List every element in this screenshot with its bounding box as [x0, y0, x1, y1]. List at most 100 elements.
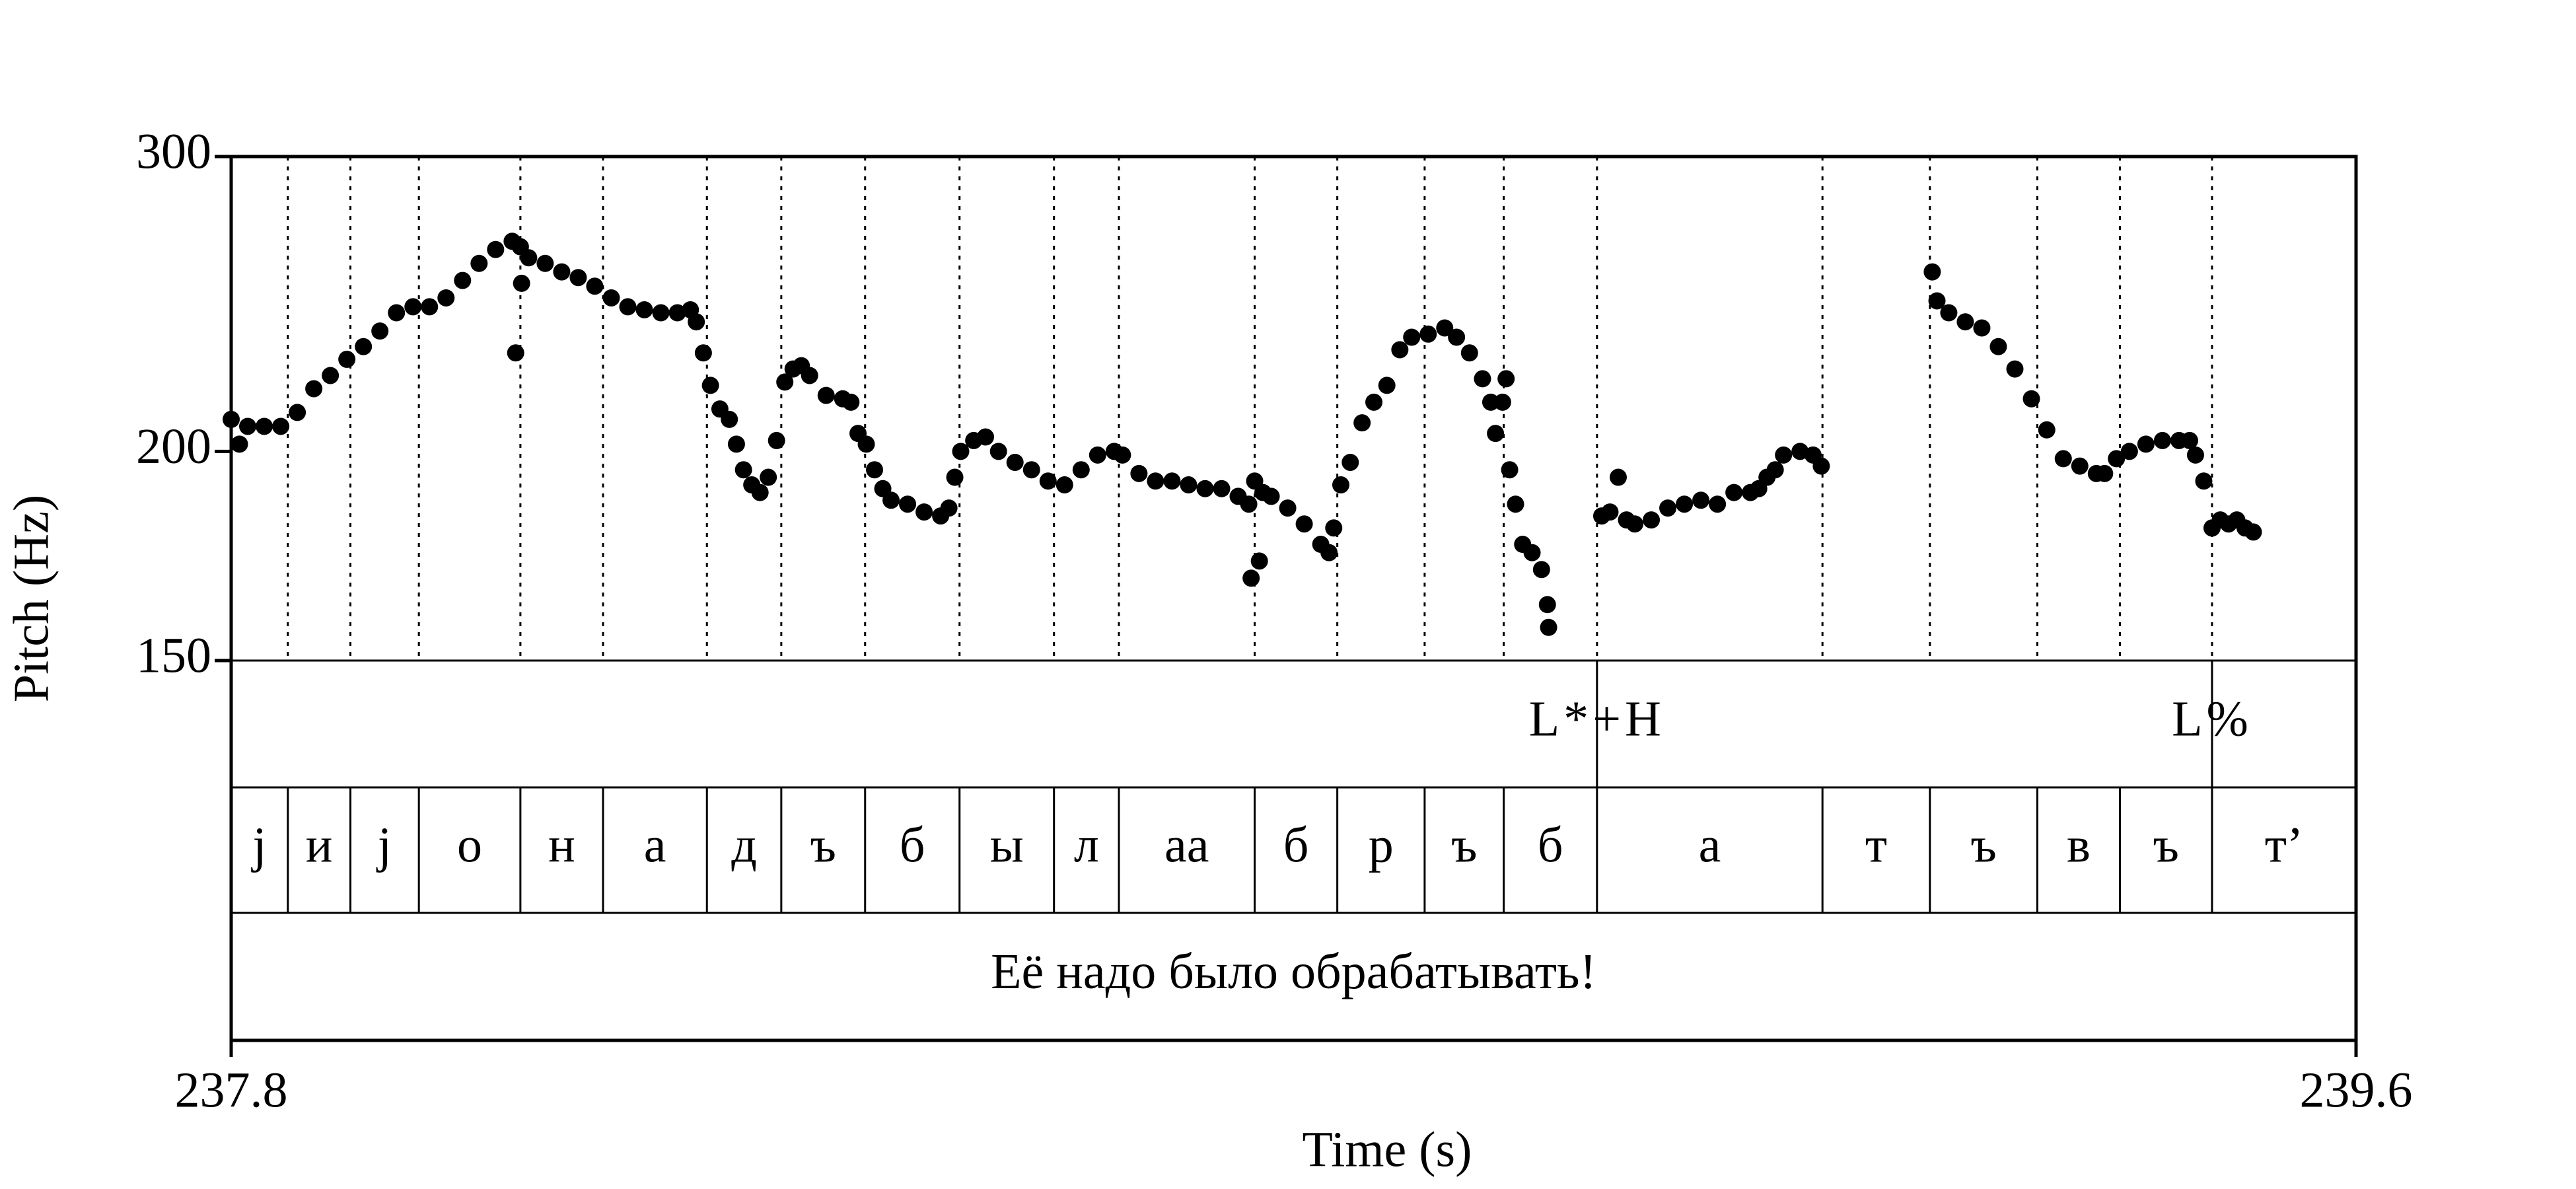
segment-label: j	[250, 817, 266, 873]
segment-label: н	[548, 817, 575, 873]
pitch-point	[1147, 472, 1164, 490]
pitch-point	[1295, 515, 1313, 533]
pitch-point	[1725, 484, 1743, 501]
frame	[229, 155, 2358, 1042]
pitch-point	[2153, 431, 2171, 449]
pitch-point	[2038, 421, 2056, 439]
segment-label: и	[306, 817, 333, 873]
segment-label: т	[1865, 817, 1887, 873]
pitch-point	[2006, 360, 2024, 378]
y-axis-label: Pitch (Hz)	[3, 495, 59, 702]
pitch-point	[652, 304, 670, 322]
pitch-point	[1180, 476, 1198, 494]
pitch-point	[272, 417, 290, 435]
pitch-point	[2022, 390, 2040, 408]
pitch-point	[688, 313, 705, 331]
pitch-point	[1973, 319, 1991, 337]
pitch-point	[801, 367, 818, 384]
pitch-point	[1448, 328, 1466, 346]
pitch-point	[421, 298, 439, 316]
pitch-point	[289, 404, 306, 421]
pitch-point	[2181, 431, 2199, 449]
sentence-label: Её надо было обрабатывать!	[991, 944, 1596, 999]
pitch-point	[1609, 468, 1627, 486]
pitch-point	[404, 298, 422, 316]
pitch-point	[1114, 446, 1131, 464]
pitch-point	[1709, 495, 1727, 513]
pitch-point	[1163, 472, 1181, 490]
pitch-point	[239, 417, 257, 435]
pitch-point	[760, 468, 777, 486]
pitch-point	[1403, 328, 1421, 346]
pitch-point	[2071, 457, 2089, 475]
pitch-point	[536, 254, 554, 272]
pitch-point	[1812, 457, 1830, 475]
pitch-point	[899, 495, 917, 513]
pitch-point	[1378, 377, 1396, 394]
pitch-point	[1332, 476, 1349, 494]
pitch-point	[857, 435, 875, 453]
pitch-point	[635, 301, 653, 318]
pitch-point	[1365, 393, 1383, 411]
pitch-point	[1775, 446, 1793, 464]
pitch-point	[727, 435, 745, 453]
pitch-point	[940, 499, 958, 517]
pitch-point	[1497, 370, 1515, 388]
pitch-point	[1039, 472, 1057, 490]
pitch-point	[1791, 443, 1809, 460]
pitch-point	[1391, 341, 1409, 359]
tone-label: L*+H	[1529, 691, 1665, 746]
y-tick-label: 300	[136, 124, 211, 179]
pitch-point	[2096, 464, 2114, 482]
pitch-point	[619, 298, 637, 316]
pitch-point	[256, 417, 273, 435]
pitch-point	[388, 304, 406, 322]
pitch-point	[734, 461, 752, 479]
segment-label: ъ	[810, 817, 836, 873]
pitch-point	[977, 428, 995, 446]
pitch-point	[946, 468, 964, 486]
segment-label: ъ	[2153, 817, 2179, 873]
pitch-point	[322, 367, 340, 384]
pitch-point	[1601, 503, 1619, 521]
segment-label: а	[1699, 817, 1721, 873]
pitch-point	[338, 350, 356, 368]
pitch-point	[1626, 515, 1644, 533]
pitch-point	[1659, 499, 1677, 517]
pitch-point	[1250, 552, 1268, 570]
pitch-point	[1320, 544, 1338, 561]
pitch-point	[1766, 461, 1784, 479]
pitch-point	[882, 491, 900, 509]
pitch-point	[1262, 487, 1280, 505]
segment-label: т’	[2265, 817, 2304, 873]
tone-label: L%	[2172, 691, 2252, 746]
pitch-point	[817, 386, 835, 404]
pitch-point	[1538, 596, 1556, 614]
segment-label: б	[1538, 817, 1563, 873]
pitch-point	[454, 271, 472, 289]
pitch-point	[1353, 414, 1371, 432]
x-tick-label: 239.6	[2300, 1062, 2413, 1118]
pitch-point	[1055, 476, 1073, 494]
segment-label: ъ	[1970, 817, 1996, 873]
pitch-point	[1923, 263, 1941, 281]
pitch-point	[1940, 304, 1958, 322]
pitch-point	[305, 380, 323, 398]
pitch-point	[470, 254, 488, 272]
pitch-point	[2108, 450, 2126, 468]
pitch-point	[2195, 472, 2213, 490]
pitch-point	[1242, 569, 1260, 587]
pitch-point	[2244, 523, 2262, 541]
pitch-point	[1436, 319, 1454, 337]
pitch-point	[1482, 393, 1499, 411]
segment-label: л	[1074, 817, 1099, 873]
pitch-point	[1089, 446, 1106, 464]
pitch-point	[1325, 519, 1343, 537]
pitch-point	[1130, 464, 1148, 482]
pitch-point	[1006, 453, 1024, 471]
pitch-point	[866, 461, 884, 479]
pitch-point	[1501, 461, 1519, 479]
y-tick-label: 200	[136, 419, 211, 474]
pitch-point	[776, 373, 794, 391]
